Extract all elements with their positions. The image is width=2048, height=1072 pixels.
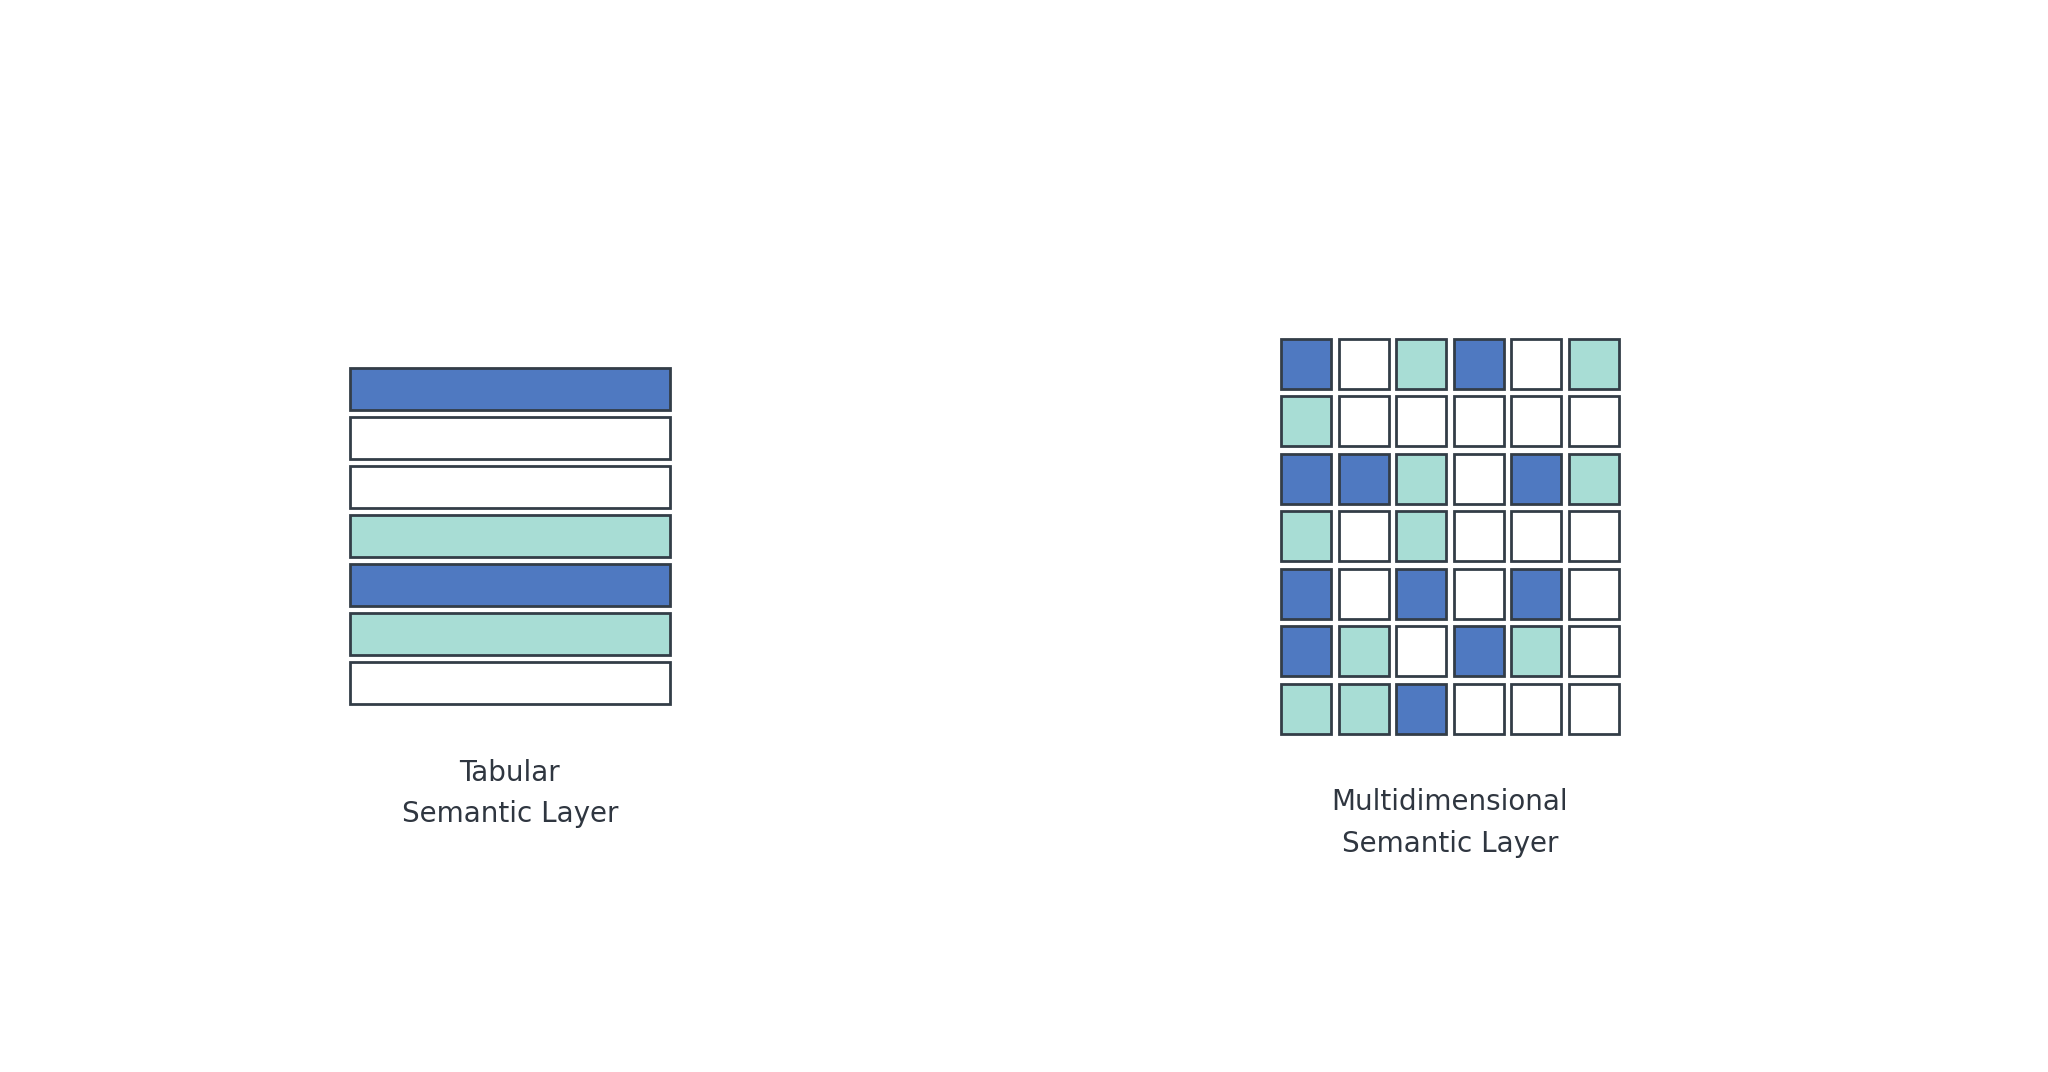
FancyBboxPatch shape (1397, 626, 1446, 676)
FancyBboxPatch shape (1282, 511, 1331, 561)
Text: Tabular
Semantic Layer: Tabular Semantic Layer (401, 759, 618, 829)
FancyBboxPatch shape (1511, 396, 1561, 446)
FancyBboxPatch shape (1339, 568, 1389, 619)
FancyBboxPatch shape (1511, 453, 1561, 504)
FancyBboxPatch shape (1569, 511, 1618, 561)
FancyBboxPatch shape (1569, 626, 1618, 676)
FancyBboxPatch shape (1569, 453, 1618, 504)
FancyBboxPatch shape (1454, 453, 1503, 504)
FancyBboxPatch shape (1282, 396, 1331, 446)
FancyBboxPatch shape (1282, 339, 1331, 388)
FancyBboxPatch shape (1511, 511, 1561, 561)
FancyBboxPatch shape (1511, 339, 1561, 388)
FancyBboxPatch shape (1397, 453, 1446, 504)
Text: Multidimensional
Semantic Layer: Multidimensional Semantic Layer (1331, 789, 1569, 858)
FancyBboxPatch shape (1454, 626, 1503, 676)
FancyBboxPatch shape (1454, 684, 1503, 733)
FancyBboxPatch shape (1282, 626, 1331, 676)
FancyBboxPatch shape (350, 564, 670, 606)
FancyBboxPatch shape (1569, 339, 1618, 388)
FancyBboxPatch shape (350, 515, 670, 557)
FancyBboxPatch shape (1511, 568, 1561, 619)
FancyBboxPatch shape (350, 368, 670, 410)
FancyBboxPatch shape (1511, 684, 1561, 733)
FancyBboxPatch shape (1339, 684, 1389, 733)
FancyBboxPatch shape (1454, 339, 1503, 388)
FancyBboxPatch shape (350, 613, 670, 655)
FancyBboxPatch shape (1339, 396, 1389, 446)
FancyBboxPatch shape (1397, 339, 1446, 388)
FancyBboxPatch shape (1569, 396, 1618, 446)
FancyBboxPatch shape (1397, 568, 1446, 619)
FancyBboxPatch shape (1397, 511, 1446, 561)
FancyBboxPatch shape (1282, 568, 1331, 619)
FancyBboxPatch shape (350, 417, 670, 459)
FancyBboxPatch shape (350, 466, 670, 508)
FancyBboxPatch shape (350, 662, 670, 704)
FancyBboxPatch shape (1454, 511, 1503, 561)
FancyBboxPatch shape (1511, 626, 1561, 676)
FancyBboxPatch shape (1339, 511, 1389, 561)
FancyBboxPatch shape (1339, 626, 1389, 676)
FancyBboxPatch shape (1282, 684, 1331, 733)
FancyBboxPatch shape (1397, 684, 1446, 733)
FancyBboxPatch shape (1569, 684, 1618, 733)
FancyBboxPatch shape (1339, 339, 1389, 388)
FancyBboxPatch shape (1569, 568, 1618, 619)
FancyBboxPatch shape (1339, 453, 1389, 504)
FancyBboxPatch shape (1454, 396, 1503, 446)
FancyBboxPatch shape (1397, 396, 1446, 446)
FancyBboxPatch shape (1454, 568, 1503, 619)
FancyBboxPatch shape (1282, 453, 1331, 504)
